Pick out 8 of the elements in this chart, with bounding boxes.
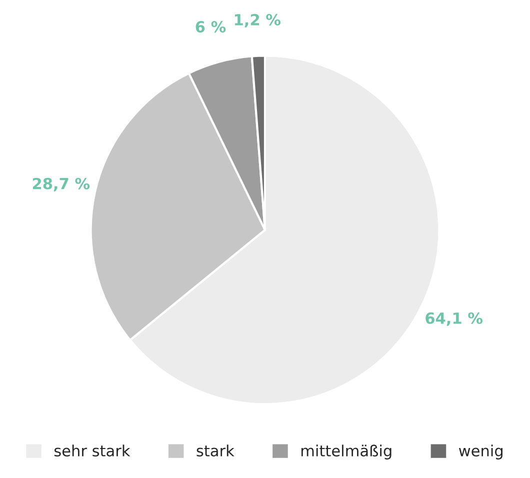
data-label: 6 % xyxy=(196,21,226,33)
data-label: 1,2 % xyxy=(235,14,280,28)
data-label: 28,7 % xyxy=(32,178,90,192)
legend-label: mittelmäßig xyxy=(301,444,392,460)
legend-label: wenig xyxy=(458,444,502,460)
legend-label: stark xyxy=(196,444,234,457)
legend-label: sehr stark xyxy=(54,444,130,457)
data-label: 64,1 % xyxy=(426,312,483,326)
